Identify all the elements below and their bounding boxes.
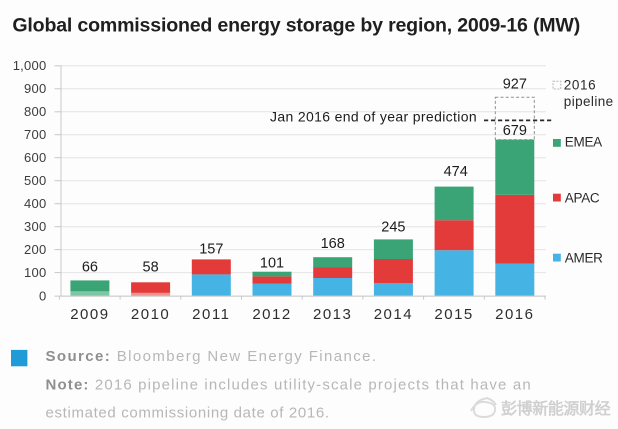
svg-text:1,000: 1,000 [13,58,47,73]
svg-text:927: 927 [503,76,527,92]
svg-text:彭博新能源财经: 彭博新能源财经 [501,399,611,418]
svg-text:2009: 2009 [70,306,109,323]
svg-text:500: 500 [24,173,46,188]
svg-text:2010: 2010 [131,306,170,323]
svg-text:100: 100 [24,265,46,280]
svg-text:pipeline: pipeline [564,94,614,109]
svg-text:200: 200 [24,242,46,257]
svg-text:168: 168 [321,236,345,252]
svg-text:101: 101 [260,256,284,272]
svg-text:400: 400 [24,196,46,211]
svg-text:APAC: APAC [565,190,600,205]
svg-text:157: 157 [199,242,223,258]
svg-text:estimated commissioning date o: estimated commissioning date of 2016. [46,405,330,422]
svg-text:2014: 2014 [374,306,413,323]
svg-text:AMER: AMER [565,250,603,265]
svg-text:700: 700 [24,127,46,142]
svg-text:58: 58 [143,260,159,276]
svg-text:Source: Bloomberg New Energy F: Source: Bloomberg New Energy Finance. [46,348,378,365]
svg-text:66: 66 [82,260,98,276]
svg-text:2016: 2016 [495,306,534,323]
svg-text:2016: 2016 [564,78,596,93]
svg-text:300: 300 [24,219,46,234]
svg-text:800: 800 [24,104,46,119]
svg-text:Global commissioned energy sto: Global commissioned energy storage by re… [12,14,580,36]
svg-text:900: 900 [24,81,46,96]
svg-text:679: 679 [503,123,527,139]
svg-text:EMEA: EMEA [565,135,602,150]
svg-text:2011: 2011 [192,306,230,323]
svg-text:474: 474 [444,164,468,180]
svg-text:2015: 2015 [434,306,473,323]
svg-text:Jan 2016 end of year predictio: Jan 2016 end of year prediction [270,108,477,124]
svg-text:Note: 2016 pipeline includes u: Note: 2016 pipeline includes utility-sca… [46,377,532,394]
svg-text:2013: 2013 [313,306,352,323]
svg-text:245: 245 [381,220,405,236]
svg-text:0: 0 [39,289,46,304]
svg-text:2012: 2012 [252,306,291,323]
svg-text:600: 600 [24,150,46,165]
